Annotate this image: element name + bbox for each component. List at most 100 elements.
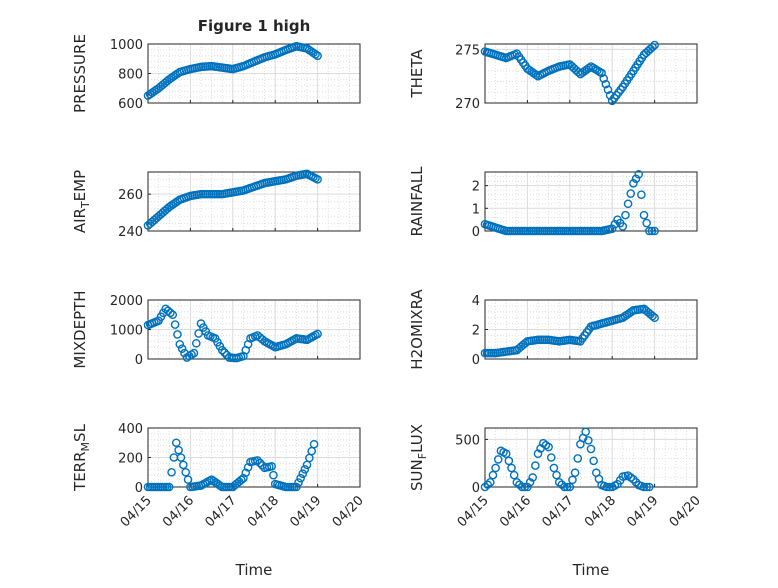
data-point bbox=[181, 467, 190, 477]
y-tick-label: 240 bbox=[118, 225, 143, 240]
data-point bbox=[191, 338, 201, 348]
x-tick-label: 04/17 bbox=[203, 493, 240, 530]
data-point bbox=[637, 190, 646, 199]
y-tick-label: 0 bbox=[472, 481, 480, 496]
data-point bbox=[645, 226, 654, 236]
x-axis-label: Time bbox=[572, 561, 610, 579]
data-point bbox=[217, 345, 227, 355]
data-point bbox=[565, 482, 575, 492]
x-tick-label: 04/18 bbox=[245, 493, 282, 530]
data-point bbox=[618, 222, 628, 231]
y-tick-label: 4 bbox=[472, 294, 480, 309]
data-point bbox=[626, 189, 636, 198]
data-point bbox=[552, 470, 561, 480]
y-axis-label: SUNFLUX bbox=[408, 424, 429, 491]
data-point bbox=[236, 475, 246, 485]
y-axis-label: AIRTEMP bbox=[71, 170, 92, 233]
x-tick-label: 04/19 bbox=[287, 493, 324, 530]
data-point bbox=[650, 40, 659, 50]
data-point bbox=[642, 218, 651, 228]
data-point bbox=[483, 480, 492, 489]
subplot-theta: 270 275 THETA bbox=[408, 40, 698, 112]
data-point bbox=[645, 482, 654, 492]
data-point bbox=[504, 456, 514, 466]
x-tick-label: 04/20 bbox=[330, 493, 367, 530]
data-point bbox=[584, 436, 593, 445]
data-point bbox=[243, 463, 253, 472]
data-point bbox=[557, 480, 567, 489]
data-point bbox=[549, 463, 559, 473]
data-point bbox=[309, 439, 319, 449]
y-tick-label: 0 bbox=[472, 225, 480, 240]
axes-box bbox=[147, 171, 361, 232]
data-point bbox=[239, 473, 248, 483]
x-tick-label: 04/17 bbox=[540, 493, 577, 530]
y-axis-label: PRESSURE bbox=[71, 34, 89, 113]
data-point bbox=[639, 210, 649, 220]
y-tick-label: 0 bbox=[135, 481, 143, 496]
data-point bbox=[267, 462, 276, 471]
y-tick-label: 2 bbox=[472, 180, 480, 195]
data-point bbox=[647, 226, 657, 236]
data-point bbox=[164, 482, 174, 492]
data-point bbox=[509, 470, 519, 480]
y-axis-label: TERRMSL bbox=[71, 423, 92, 492]
data-point bbox=[176, 453, 186, 462]
data-point bbox=[648, 311, 657, 321]
data-point bbox=[573, 454, 583, 463]
data-point bbox=[520, 482, 530, 492]
data-point bbox=[485, 477, 495, 487]
data-point bbox=[311, 50, 320, 59]
y-tick-label: 260 bbox=[118, 188, 143, 203]
data-point bbox=[313, 329, 322, 339]
data-point bbox=[174, 445, 183, 455]
data-point bbox=[253, 456, 262, 465]
data-point bbox=[584, 63, 594, 73]
data-point bbox=[167, 467, 176, 477]
y-axis-label: RAINFALL bbox=[408, 166, 426, 237]
data-point bbox=[586, 444, 596, 454]
data-point bbox=[605, 90, 615, 100]
data-point bbox=[581, 427, 591, 437]
figure-title: Figure 1 high bbox=[198, 17, 311, 35]
data-point bbox=[298, 469, 308, 479]
x-tick-label: 04/16 bbox=[497, 493, 534, 530]
data-point bbox=[173, 330, 182, 339]
data-point bbox=[220, 348, 229, 357]
data-point bbox=[601, 79, 611, 89]
subplot-mixdepth: 0 1000 2000 MIXDEPTH bbox=[71, 290, 361, 369]
data-point bbox=[512, 477, 522, 487]
y-tick-label: 275 bbox=[455, 43, 480, 58]
x-axis-label: Time bbox=[235, 561, 273, 579]
data-point bbox=[292, 482, 301, 492]
axes-box bbox=[484, 43, 698, 104]
data-point bbox=[523, 482, 532, 492]
data-point bbox=[562, 482, 572, 492]
data-point bbox=[639, 482, 649, 492]
subplot-sun-flux: 0 500 SUNFLUX 04/15 04/16 04/17 04/18 04/19 04/2… bbox=[408, 424, 704, 579]
data-point bbox=[631, 174, 641, 184]
data-point bbox=[650, 313, 659, 323]
data-point bbox=[589, 456, 598, 466]
data-point bbox=[528, 473, 538, 482]
data-point bbox=[605, 482, 614, 492]
data-point bbox=[570, 468, 580, 478]
y-tick-label: 500 bbox=[455, 433, 480, 448]
x-tick-label: 04/16 bbox=[160, 493, 197, 530]
y-tick-label: 0 bbox=[135, 353, 143, 368]
data-point bbox=[623, 199, 633, 209]
y-tick-label: 200 bbox=[118, 452, 143, 467]
data-point bbox=[491, 463, 500, 473]
data-point bbox=[183, 475, 193, 484]
data-point bbox=[241, 468, 251, 478]
plot-area bbox=[485, 44, 697, 103]
data-point bbox=[179, 460, 188, 470]
y-tick-label: 800 bbox=[118, 68, 143, 83]
y-tick-label: 270 bbox=[455, 97, 480, 112]
data-point bbox=[175, 339, 185, 349]
data-point bbox=[480, 482, 490, 492]
data-point bbox=[171, 438, 181, 448]
axes-box bbox=[484, 427, 698, 488]
x-tick-label: 04/19 bbox=[624, 493, 661, 530]
